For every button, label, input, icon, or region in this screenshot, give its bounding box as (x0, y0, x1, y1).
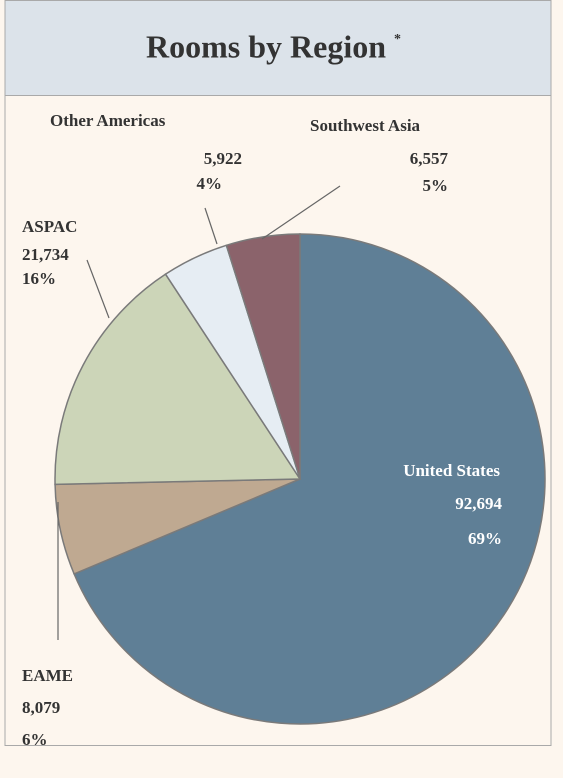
pie-slice (73, 233, 546, 725)
value-label: 6,557 (410, 149, 449, 168)
title-note: * (394, 32, 401, 47)
value-label: 21,734 (22, 245, 69, 264)
slice-label: Southwest Asia (310, 116, 421, 135)
percent-label: 6% (22, 730, 48, 749)
slice-label: United States (403, 461, 500, 480)
slice-label: Other Americas (50, 111, 166, 130)
slice-label: ASPAC (22, 217, 77, 236)
labels: United States 92,694 69% EAME 8,079 6% ASPAC 21… (22, 111, 503, 749)
percent-label: 69% (468, 529, 502, 548)
pie-slice (225, 233, 301, 480)
value-label: 8,079 (22, 698, 60, 717)
pie (54, 233, 546, 725)
leader-line (261, 185, 341, 240)
leader-line (86, 259, 110, 319)
value-label: 92,694 (455, 494, 502, 513)
percent-label: 16% (22, 269, 56, 288)
value-label: 5,922 (204, 149, 242, 168)
pie-slice (54, 273, 302, 486)
chart-title: Rooms by Region (146, 28, 386, 64)
percent-label: 4% (197, 174, 223, 193)
leader-line (204, 207, 218, 245)
percent-label: 5% (423, 176, 449, 195)
header (4, 0, 552, 96)
slice-label: EAME (22, 666, 73, 685)
